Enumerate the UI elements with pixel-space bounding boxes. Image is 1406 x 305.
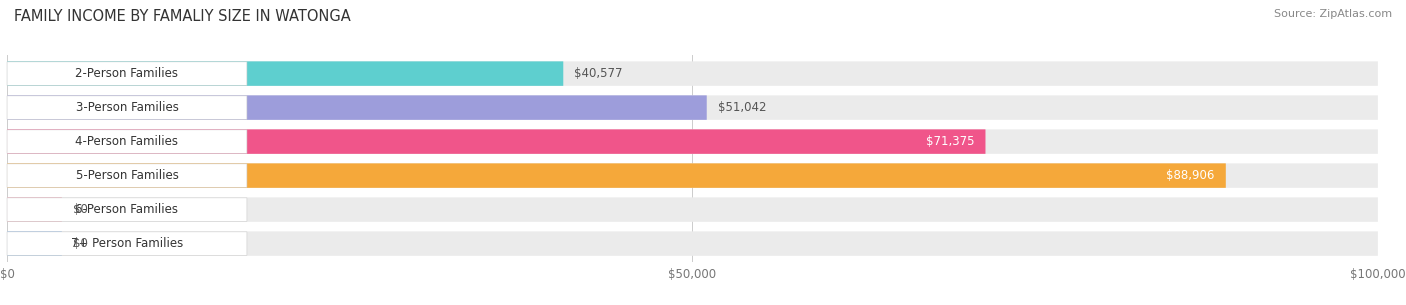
Text: Source: ZipAtlas.com: Source: ZipAtlas.com (1274, 9, 1392, 19)
FancyBboxPatch shape (7, 61, 1378, 86)
FancyBboxPatch shape (7, 62, 247, 85)
FancyBboxPatch shape (7, 164, 247, 187)
FancyBboxPatch shape (7, 231, 62, 256)
FancyBboxPatch shape (7, 129, 986, 154)
Text: 5-Person Families: 5-Person Families (76, 169, 179, 182)
Text: $0: $0 (73, 237, 87, 250)
FancyBboxPatch shape (7, 130, 247, 153)
Text: $71,375: $71,375 (927, 135, 974, 148)
FancyBboxPatch shape (7, 197, 62, 222)
Text: FAMILY INCOME BY FAMALIY SIZE IN WATONGA: FAMILY INCOME BY FAMALIY SIZE IN WATONGA (14, 9, 352, 24)
Text: $51,042: $51,042 (717, 101, 766, 114)
Text: 4-Person Families: 4-Person Families (76, 135, 179, 148)
FancyBboxPatch shape (7, 231, 1378, 256)
FancyBboxPatch shape (7, 163, 1378, 188)
Text: 7+ Person Families: 7+ Person Families (70, 237, 183, 250)
FancyBboxPatch shape (7, 163, 1226, 188)
Text: 2-Person Families: 2-Person Families (76, 67, 179, 80)
FancyBboxPatch shape (7, 96, 247, 119)
FancyBboxPatch shape (7, 232, 247, 255)
FancyBboxPatch shape (7, 197, 1378, 222)
FancyBboxPatch shape (7, 95, 707, 120)
Text: $40,577: $40,577 (574, 67, 623, 80)
FancyBboxPatch shape (7, 61, 564, 86)
Text: $88,906: $88,906 (1167, 169, 1215, 182)
FancyBboxPatch shape (7, 95, 1378, 120)
FancyBboxPatch shape (7, 198, 247, 221)
FancyBboxPatch shape (7, 129, 1378, 154)
Text: $0: $0 (73, 203, 87, 216)
Text: 6-Person Families: 6-Person Families (76, 203, 179, 216)
Text: 3-Person Families: 3-Person Families (76, 101, 179, 114)
